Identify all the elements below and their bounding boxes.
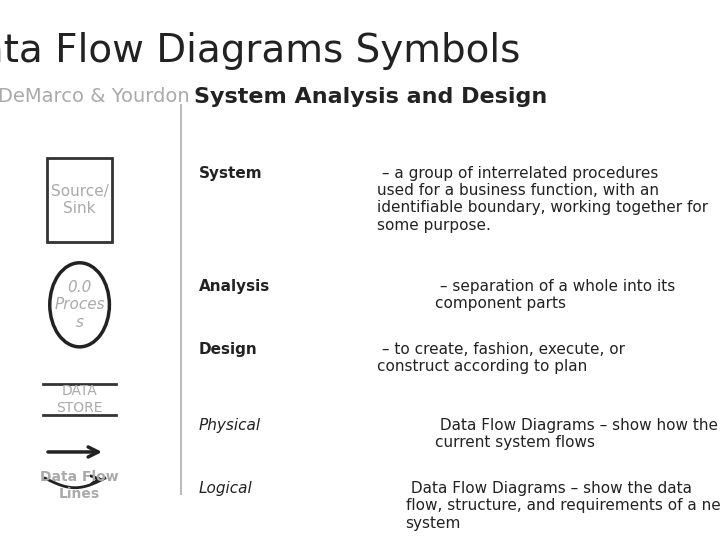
Text: Design: Design (199, 342, 258, 356)
Text: Data Flow
Lines: Data Flow Lines (40, 470, 119, 501)
Text: DeMarco & Yourdon: DeMarco & Yourdon (0, 87, 189, 106)
Text: DATA
STORE: DATA STORE (56, 384, 103, 415)
Text: Data Flow Diagrams – show how the
current system flows: Data Flow Diagrams – show how the curren… (435, 418, 718, 450)
FancyBboxPatch shape (48, 158, 112, 242)
Text: Data Flow Diagrams – show the data
flow, structure, and requirements of a new
sy: Data Flow Diagrams – show the data flow,… (405, 481, 720, 531)
Text: System: System (199, 166, 263, 180)
Ellipse shape (50, 263, 109, 347)
Text: Source/
Sink: Source/ Sink (50, 184, 109, 216)
Text: – separation of a whole into its
component parts: – separation of a whole into its compone… (436, 279, 675, 311)
Text: Logical: Logical (199, 481, 253, 496)
Text: 0.0
Proces
s: 0.0 Proces s (54, 280, 105, 330)
Text: Analysis: Analysis (199, 279, 270, 294)
Text: Physical: Physical (199, 418, 261, 433)
Text: – a group of interrelated procedures
used for a business function, with an
ident: – a group of interrelated procedures use… (377, 166, 708, 233)
Text: Data Flow Diagrams Symbols: Data Flow Diagrams Symbols (0, 31, 521, 70)
Text: System Analysis and Design: System Analysis and Design (194, 87, 547, 107)
Text: – to create, fashion, execute, or
construct according to plan: – to create, fashion, execute, or constr… (377, 342, 625, 374)
